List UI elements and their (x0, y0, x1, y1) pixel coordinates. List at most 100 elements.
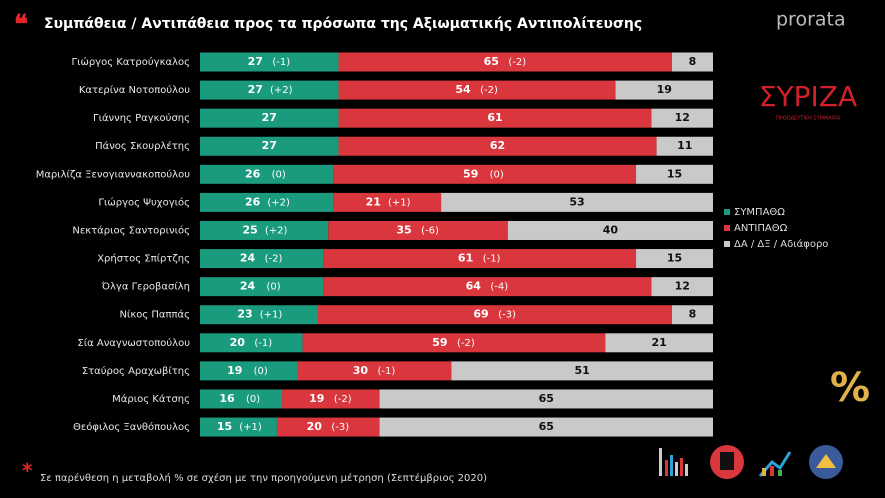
bar-segment (451, 361, 713, 381)
value-label: 20 (230, 336, 246, 349)
category-label: Γιάννης Ραγκούσης (93, 112, 190, 124)
bar-segment (338, 136, 657, 156)
brand-logo: prorata (776, 9, 846, 31)
bar-segment (507, 220, 713, 240)
legend-swatch (724, 225, 730, 231)
bar-segment (656, 136, 713, 156)
bar-segment (200, 220, 329, 240)
bar-segment (302, 333, 606, 353)
bar-segment (636, 164, 713, 184)
bar-segment (671, 305, 713, 325)
value-label: 27 (262, 139, 277, 152)
category-label: Νίκος Παππάς (119, 309, 190, 321)
bar-segment (651, 108, 713, 128)
legend-label: ΣΥΜΠΑΘΩ (734, 207, 785, 218)
value-label: 19 (309, 392, 324, 405)
percent-icon: % (830, 365, 870, 411)
value-label: 24 (240, 280, 256, 293)
change-label: (0) (246, 394, 260, 405)
category-label: Χρήστος Σπίρτζης (97, 253, 190, 265)
bar-segment (615, 80, 713, 100)
bar-segment (338, 108, 652, 128)
legend-label: ΑΝΤΙΠΑΘΩ (734, 223, 788, 234)
category-label: Γιώργος Κατρούγκαλος (72, 56, 191, 68)
bar-segment (200, 333, 303, 353)
change-label: (0) (490, 169, 504, 180)
bar-segment (317, 305, 672, 325)
bar-segment (333, 164, 637, 184)
bar-segment (200, 361, 298, 381)
value-label: 65 (539, 392, 554, 405)
category-label: Γιώργος Ψυχογιός (98, 196, 190, 208)
legend-swatch (724, 241, 730, 247)
change-label: (-6) (421, 225, 439, 236)
bar-segment (323, 277, 652, 297)
value-label: 12 (675, 111, 690, 124)
value-label: 59 (432, 336, 447, 349)
bar-segment (333, 192, 442, 212)
value-label: 30 (353, 364, 369, 377)
category-label: Σία Αναγνωστοπούλου (77, 337, 190, 349)
value-label: 19 (227, 364, 242, 377)
legend-label: ΔΑ / ΔΞ / Αδιάφορο (734, 238, 828, 250)
value-label: 61 (487, 111, 502, 124)
category-label: Σταύρος Αραχωβίτης (82, 365, 190, 377)
value-label: 19 (657, 83, 672, 96)
change-label: (+2) (265, 225, 288, 236)
bar-segment (200, 108, 339, 128)
category-label: Μάριος Κάτσης (112, 393, 190, 405)
value-label: 8 (689, 308, 697, 321)
value-label: 62 (490, 139, 505, 152)
bar-segment (379, 417, 713, 437)
change-label: (0) (266, 282, 280, 293)
value-label: 65 (484, 55, 499, 68)
bar-segment (200, 136, 339, 156)
category-label: Όλγα Γεροβασίλη (101, 281, 190, 293)
value-label: 64 (466, 280, 482, 293)
change-label: (-2) (457, 338, 475, 349)
bar-segment (282, 389, 380, 409)
value-label: 35 (396, 223, 411, 236)
value-label: 24 (240, 252, 256, 265)
bar-segment (200, 164, 334, 184)
category-label: Μαριλίζα Ξενογιαννακοπούλου (36, 168, 191, 180)
value-label: 21 (366, 195, 381, 208)
bar-segment (605, 333, 713, 353)
value-label: 27 (248, 83, 263, 96)
value-label: 53 (569, 195, 584, 208)
bar-segment (441, 192, 713, 212)
bar-segment (200, 417, 277, 437)
value-label: 26 (245, 195, 261, 208)
bar-segment (323, 249, 637, 269)
value-label: 15 (667, 252, 682, 265)
bar-segment (276, 417, 380, 437)
bar-segment (200, 305, 318, 325)
value-label: 11 (677, 139, 692, 152)
bar-segment (379, 389, 713, 409)
bar-segment (200, 192, 334, 212)
change-label: (-1) (483, 254, 501, 265)
change-label: (+2) (270, 85, 293, 96)
change-label: (+2) (267, 197, 290, 208)
category-label: Πάνος Σκουρλέτης (95, 140, 190, 152)
party-subtitle: ΠΡΟΟΔΕΥΤΙΚΗ ΣΥΜΜΑΧΙΑ (776, 116, 841, 122)
change-label: (+1) (260, 310, 283, 321)
value-label: 16 (219, 392, 235, 405)
change-label: (-1) (378, 366, 396, 377)
change-label: (-1) (254, 338, 272, 349)
bar-segment (200, 249, 324, 269)
icons (659, 445, 843, 479)
footnote: Σε παρένθεση η μεταβολή % σε σχέση με τη… (40, 472, 487, 484)
bar-segment (200, 52, 339, 72)
value-label: 15 (217, 420, 232, 433)
value-label: 51 (575, 364, 590, 377)
bar-segment (200, 277, 324, 297)
change-label: (-2) (480, 85, 498, 96)
change-label: (+1) (239, 422, 262, 433)
change-label: (-3) (498, 310, 516, 321)
change-label: (-1) (272, 57, 290, 68)
value-label: 59 (463, 167, 478, 180)
change-label: (-2) (334, 394, 352, 405)
value-label: 27 (262, 111, 277, 124)
